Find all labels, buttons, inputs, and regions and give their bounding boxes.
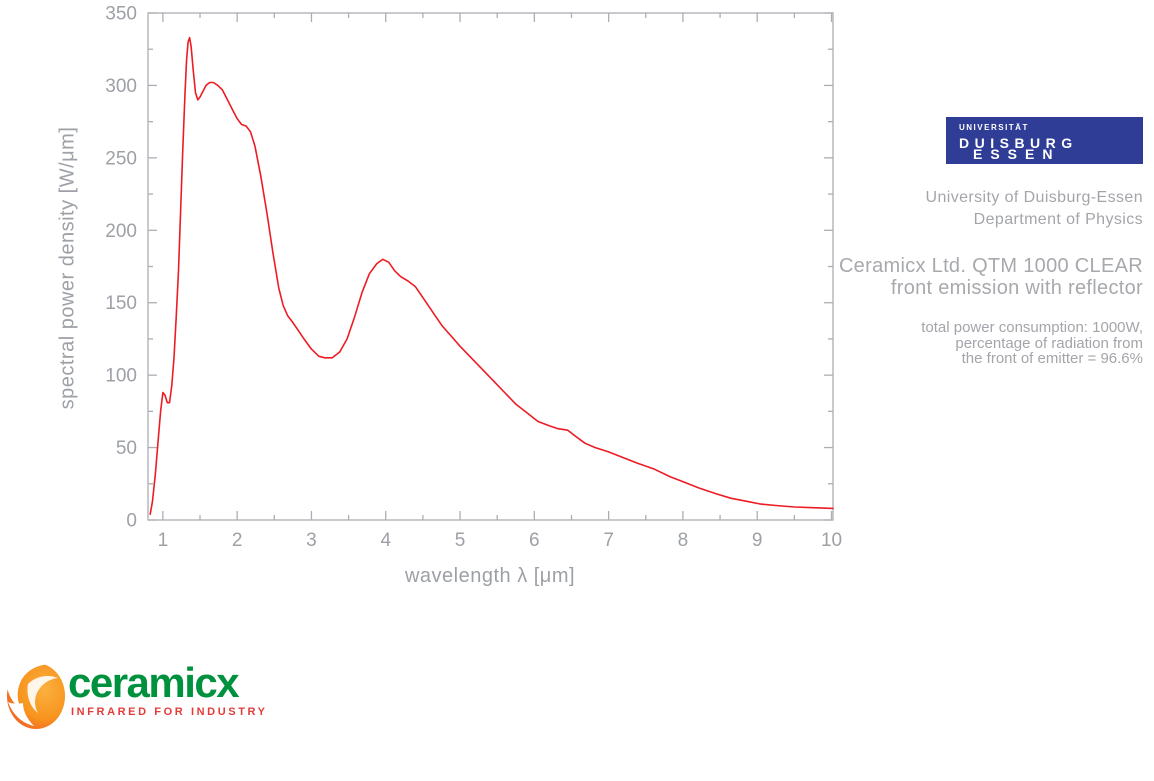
detail-percentage: percentage of radiation from: [955, 334, 1143, 352]
measurement-title-line2: front emission with reflector: [890, 277, 1143, 299]
ceramicx-flame-icon: [6, 661, 65, 729]
y-tick-label: 250: [105, 148, 137, 169]
x-tick-label: 4: [380, 530, 391, 551]
y-tick-label: 200: [105, 221, 137, 242]
university-logo-duisburg: DUISBURG: [959, 135, 1078, 151]
measurement-details: total power consumption: 1000W, percenta…: [813, 320, 1143, 367]
y-tick-label: 300: [105, 76, 137, 97]
y-tick-label: 350: [105, 4, 137, 25]
x-tick-label: 6: [529, 530, 540, 551]
affiliation-university: University of Duisburg-Essen: [925, 189, 1143, 206]
x-tick-label: 8: [678, 530, 689, 551]
spectrum-curve: [149, 36, 834, 515]
x-tick-label: 3: [306, 530, 317, 551]
x-axis-label: wavelength λ [μm]: [404, 565, 576, 587]
y-tick-label: 0: [126, 511, 137, 532]
ceramicx-name: ceramicx: [68, 659, 240, 706]
measurement-title-line1: Ceramicx Ltd. QTM 1000 CLEAR: [838, 255, 1143, 277]
ceramicx-logo: ceramicx INFRARED FOR INDUSTRY: [6, 656, 306, 736]
affiliation-department: Department of Physics: [973, 211, 1143, 228]
affiliation: University of Duisburg-Essen Department …: [813, 187, 1143, 231]
detail-front: the front of emitter = 96.6%: [961, 350, 1143, 367]
y-tick-label: 50: [116, 438, 137, 459]
x-tick-label: 9: [752, 530, 763, 551]
x-tick-label: 2: [232, 530, 243, 551]
detail-power: total power consumption: 1000W,: [921, 319, 1143, 336]
y-axis-label: spectral power density [W/μm]: [56, 126, 79, 410]
university-logo-essen: ESSEN: [973, 146, 1061, 162]
x-tick-label: 5: [455, 530, 466, 551]
university-logo: UNIVERSITÄT DUISBURG ESSEN: [946, 117, 1143, 164]
ceramicx-wordmark: ceramicx INFRARED FOR INDUSTRY: [68, 659, 268, 719]
x-tick-label: 7: [603, 530, 614, 551]
x-tick-label: 10: [821, 530, 842, 551]
plot-border: [147, 12, 834, 521]
y-tick-label: 150: [105, 293, 137, 314]
y-tick-label: 100: [105, 366, 137, 387]
info-column: UNIVERSITÄT DUISBURG ESSEN University of…: [813, 117, 1143, 367]
x-tick-label: 1: [158, 530, 169, 551]
measurement-title: Ceramicx Ltd. QTM 1000 CLEAR front emiss…: [813, 255, 1143, 299]
ceramicx-tagline: INFRARED FOR INDUSTRY: [71, 706, 268, 718]
university-logo-small-text: UNIVERSITÄT: [959, 123, 1029, 132]
